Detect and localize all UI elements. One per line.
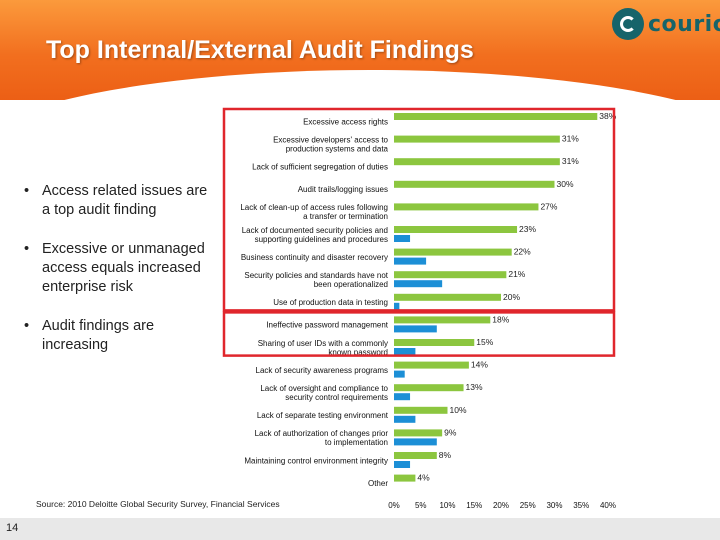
value-label-2010: 22% — [514, 247, 531, 257]
bar-2009 — [394, 438, 437, 446]
bar-2010 — [394, 406, 448, 414]
category-label: Maintaining control environment integrit… — [244, 456, 388, 465]
value-label-2010: 31% — [562, 156, 579, 166]
bar-2009 — [394, 393, 411, 401]
value-label-2010: 9% — [444, 427, 457, 437]
bar-2009 — [394, 415, 416, 423]
bar-2010 — [394, 339, 475, 346]
highlight-box — [222, 311, 616, 357]
category-label: Ineffective password management — [266, 321, 388, 330]
bar-2009 — [394, 461, 411, 468]
slide-title: Top Internal/External Audit Findings — [46, 36, 474, 64]
value-label-2010: 10% — [450, 405, 467, 415]
bar-2010 — [394, 452, 437, 459]
bullet-item: Excessive or unmanaged access equals inc… — [24, 240, 214, 297]
bar-2010 — [394, 135, 560, 143]
bullet-list: Access related issues are a top audit fi… — [24, 182, 214, 375]
category-label: Sharing of user IDs with a commonly — [258, 339, 388, 348]
value-label-2010: 31% — [562, 134, 579, 144]
category-label: supporting guidelines and procedures — [255, 235, 388, 244]
bar-2009 — [394, 235, 411, 242]
source-note: Source: 2010 Deloitte Global Security Su… — [36, 499, 280, 509]
bar-2010 — [394, 474, 416, 482]
value-label-2010: 23% — [519, 224, 536, 234]
category-label: Use of production data in testing — [273, 298, 388, 307]
bar-2010 — [394, 158, 560, 166]
category-label: Business continuity and disaster recover… — [241, 253, 388, 262]
value-label-2010: 27% — [540, 201, 557, 211]
category-label: Audit trails/logging issues — [298, 185, 388, 194]
value-label-2010: 30% — [557, 179, 574, 189]
bar-2009 — [394, 348, 416, 355]
category-label: a transfer or termination — [303, 212, 388, 221]
x-tick-label: 0% — [388, 501, 400, 510]
value-label-2010: 18% — [492, 314, 509, 324]
bar-2010 — [394, 316, 491, 324]
courion-logo-icon — [612, 8, 644, 40]
x-tick-label: 30% — [546, 501, 562, 510]
bar-2010 — [394, 429, 443, 437]
category-label: Other — [368, 479, 388, 488]
category-label: Lack of separate testing environment — [257, 411, 389, 420]
x-tick-label: 20% — [493, 501, 509, 510]
x-tick-label: 40% — [600, 501, 616, 510]
highlight-box — [222, 107, 616, 312]
bar-2009 — [394, 257, 427, 265]
bar-2010 — [394, 293, 501, 301]
category-label: Lack of authorization of changes prior — [255, 429, 389, 438]
category-label: Excessive access rights — [303, 117, 388, 126]
value-label-2010: 38% — [599, 111, 616, 121]
value-label-2010: 21% — [508, 269, 525, 279]
bar-2009 — [394, 325, 437, 333]
x-tick-label: 35% — [573, 501, 589, 510]
category-label: Lack of security awareness programs — [256, 366, 389, 375]
value-label-2010: 20% — [503, 292, 520, 302]
bullet-item: Audit findings are increasing — [24, 317, 214, 355]
category-label: Lack of clean-up of access rules followi… — [240, 203, 388, 212]
bar-2010 — [394, 226, 518, 233]
page-number: 14 — [6, 522, 19, 534]
category-label: Lack of documented security policies and — [242, 226, 388, 235]
value-label-2010: 15% — [476, 337, 493, 347]
footer-bar — [0, 518, 720, 540]
x-tick-label: 25% — [520, 501, 536, 510]
logo-text: courion — [648, 11, 720, 37]
bar-2009 — [394, 370, 405, 378]
courion-logo: courion ® — [612, 4, 720, 44]
value-label-2010: 14% — [471, 360, 488, 370]
category-label: security control requirements — [285, 393, 388, 402]
header-swoosh — [0, 70, 720, 100]
category-label: Lack of oversight and compliance to — [260, 384, 388, 393]
bar-2010 — [394, 361, 469, 369]
value-label-2010: 13% — [466, 382, 483, 392]
bar-2010 — [394, 384, 464, 392]
bar-2010 — [394, 113, 598, 120]
category-label: to implementation — [325, 438, 388, 447]
category-label: Security policies and standards have not — [244, 271, 388, 280]
audit-findings-chart: Excessive access rights 38% Excessive deve… — [222, 107, 617, 531]
bar-2010 — [394, 271, 507, 279]
slide-header — [0, 0, 720, 100]
category-label: been operationalized — [314, 280, 388, 289]
x-tick-label: 15% — [466, 501, 482, 510]
x-tick-label: 10% — [439, 501, 455, 510]
bar-2010 — [394, 248, 512, 256]
bar-2010 — [394, 203, 539, 211]
value-label-2010: 8% — [439, 450, 452, 460]
bar-2009 — [394, 302, 400, 310]
category-label: Excessive developers' access to — [273, 135, 388, 144]
x-tick-label: 5% — [415, 501, 427, 510]
bullet-item: Access related issues are a top audit fi… — [24, 182, 214, 220]
category-label: Lack of sufficient segregation of duties — [252, 163, 388, 172]
value-label-2010: 4% — [417, 473, 430, 483]
bar-2009 — [394, 280, 443, 288]
bar-2010 — [394, 180, 555, 188]
category-label: production systems and data — [286, 144, 389, 153]
category-label: known password — [328, 348, 388, 357]
